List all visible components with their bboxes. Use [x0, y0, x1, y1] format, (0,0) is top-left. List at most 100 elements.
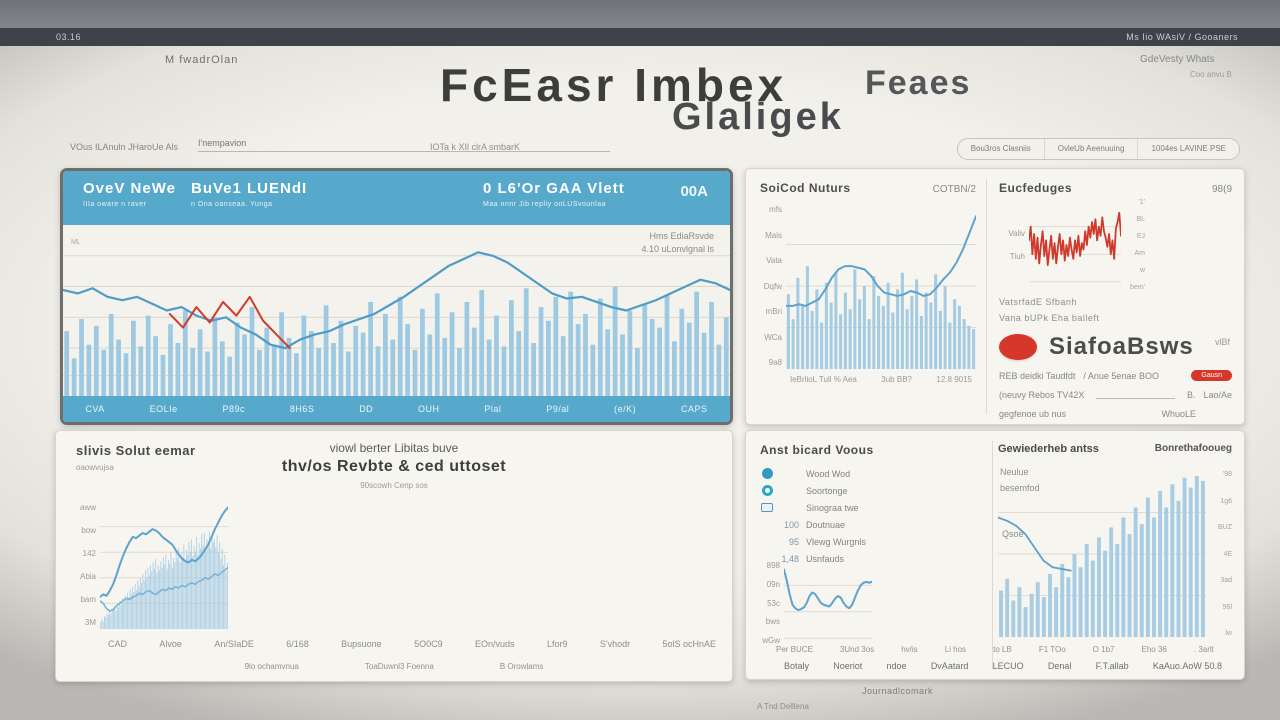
market-left-y-axis: mfs Mais Vata Dqfw mBri WCa 9a8 — [760, 203, 786, 369]
status-row2-mid: B. — [1186, 390, 1196, 400]
segment-option-3[interactable]: 1004es LAVINE PSE — [1151, 144, 1226, 153]
history-footer-item[interactable]: ToaDuwnl3 Foenna — [364, 662, 434, 671]
history-footer-item[interactable]: 9lo ochamvnua — [244, 662, 299, 671]
menubar-menu-items[interactable]: Ms Iio WAsiV / Gooaners — [1126, 32, 1238, 42]
market-right-tick: BL — [1136, 216, 1145, 223]
overview-x-label: Plal — [484, 404, 502, 414]
breakdown-right-tick: 1g6 — [1220, 497, 1232, 505]
legend-label: Soortonge — [806, 485, 848, 496]
history-y-label: aww — [79, 503, 96, 512]
history-y-label: bow — [81, 526, 96, 535]
history-x-label: Bupsuone — [341, 639, 382, 649]
overview-x-label: EOLIe — [149, 404, 178, 414]
market-note-1: VatsrfadE Sfbanh — [999, 297, 1077, 307]
market-right-y-label: Tiuh — [1009, 252, 1025, 261]
breakdown-right-tick: 3ad — [1220, 577, 1232, 584]
breakdown-panel: Anst bicard Voous Wood Wod Soortonge — [745, 430, 1245, 680]
overview-chart — [63, 225, 730, 396]
legend-item[interactable]: 1,48 Usnfauds — [760, 550, 988, 567]
breakdown-label-3: Qsoe — [1002, 529, 1024, 539]
breakdown-x-label-minor: Eho 36 — [1141, 645, 1167, 654]
status-row2-left: (neuvy Rebos TV42X — [999, 390, 1085, 400]
overview-x-label: (e/K) — [614, 404, 637, 414]
legend-value: 95 — [788, 536, 799, 547]
overview-axis-label: ML — [71, 239, 81, 246]
market-note-2: Vana bUPk Eha balleft — [999, 313, 1100, 323]
history-y-label: bam — [80, 595, 96, 604]
breakdown-x-label-major: LECUO — [992, 661, 1024, 671]
breakdown-right-tick: '98 — [1222, 471, 1232, 478]
history-x-label: CAD — [108, 639, 128, 649]
breakdown-right-tick: lw — [1225, 630, 1232, 637]
breakdown-x-label-minor: O 1b7 — [1092, 645, 1115, 654]
legend-item[interactable]: 100 Doutnuae — [760, 516, 988, 533]
overview-value-badge: 00A — [680, 183, 708, 200]
status-row3-right: WhuoLE — [1161, 409, 1196, 419]
legend-item[interactable]: 95 Vlewg Wurgnls — [760, 533, 988, 550]
overview-x-label: P89c — [222, 404, 245, 414]
breakdown-right-tick: 4E — [1223, 550, 1232, 558]
alert-pill-button[interactable]: Gausn — [1191, 370, 1232, 381]
legend-label: Wood Wod — [806, 468, 851, 479]
breakdown-left-y-label: 898 — [766, 561, 780, 570]
legend-item[interactable]: Soortonge — [760, 482, 988, 499]
legend-label: Doutnuae — [806, 519, 846, 530]
breakdown-x-axis-row2: Botaly Noeriot ndoe DvAatard LECUO Denal F.T.a… — [784, 661, 1222, 671]
breakdown-right-chart — [998, 475, 1206, 637]
market-left-x-label: IeBrlioL Tull % Aea — [790, 375, 857, 384]
overview-x-label: CVA — [85, 404, 105, 414]
segment-option-2[interactable]: OvleUb Aeenuuing — [1045, 139, 1139, 159]
history-center-line3: 90scowh Cenp sos — [360, 481, 428, 490]
search-input[interactable] — [198, 134, 610, 152]
breakdown-right-tick: BUZ — [1218, 524, 1232, 531]
overview-col3-sub: Maa nnnr Jib repliy onLUSvounlaa — [483, 201, 607, 208]
segment-option-1[interactable]: Bou3ros Clasniis — [958, 139, 1045, 159]
history-y-label: Abia — [79, 572, 96, 581]
overview-header-col-3[interactable]: 0 L6'Or GAA Vlett Maa nnnr Jib repliy on… — [483, 180, 625, 208]
history-chart — [100, 501, 228, 629]
breakdown-left-y-axis: 898 09n 53c bws wGw — [760, 559, 784, 647]
history-center-line1: viowl berter Libitas buve — [329, 441, 459, 455]
market-left-chart — [786, 203, 976, 369]
history-footer-item[interactable]: B Orowlams — [499, 662, 544, 671]
page-content: M fwadrOlan FcEasr Imbex Feaes Glaligek … — [0, 46, 1280, 720]
overview-legend-line1: Hms EdiaRsvde — [649, 231, 714, 241]
market-left-x-label: 12.8 9015 — [936, 375, 972, 384]
market-right-y-label: Valiv — [1008, 229, 1025, 238]
status-row3-left: gegfenoe ub nus — [999, 409, 1067, 419]
breakdown-x-label-minor: to LB — [993, 645, 1012, 654]
history-panel: slivis Solut eemar oaowvujsa viowl berte… — [55, 430, 733, 682]
market-right-tick: '1' — [1138, 199, 1145, 206]
overview-chart-legend: Hms EdiaRsvde 4.10 uLonvlgnal ls — [641, 230, 714, 256]
breakdown-right-tick: 96l — [1222, 603, 1232, 611]
card-icon — [760, 503, 774, 512]
breakdown-right-title: Gewiederheb antss — [998, 443, 1099, 455]
overview-header-col-1[interactable]: OveV NeWe IIIa oware n raver — [83, 180, 176, 208]
status-row2-right[interactable]: Lao/Ae — [1203, 390, 1232, 400]
legend-item[interactable]: Sinograa twe — [760, 499, 988, 516]
market-left-y-label: Dqfw — [763, 281, 782, 291]
page-title-secondary: Feaes — [865, 64, 972, 102]
market-left-y-label: Mais — [765, 230, 782, 240]
header-meta-2: Coo anvu B — [1190, 70, 1232, 79]
market-right-tick: Am — [1134, 250, 1146, 257]
overview-header-col-2[interactable]: BuVe1 LUENdI n Ona oanseaa. Yunga — [191, 180, 307, 208]
history-y-label: 142 — [82, 549, 96, 558]
bottom-note-center[interactable]: Journadlcomark — [862, 686, 934, 696]
history-title: slivis Solut eemar — [76, 443, 196, 458]
history-title-sub: oaowvujsa — [76, 463, 114, 472]
breakdown-x-label-major: Botaly — [784, 661, 810, 671]
legend-value: 100 — [783, 519, 799, 530]
breakdown-x-label-major: Noeriot — [833, 661, 863, 671]
breakdown-legend: Wood Wod Soortonge Sinograa twe 1 — [760, 465, 988, 567]
page-subtitle: Glaligek — [672, 96, 844, 138]
market-right-tick-axis: '1' BL EJ Am w bem' — [1121, 199, 1145, 291]
breakdown-left-chart — [784, 559, 872, 647]
breakdown-label-1: Neulue — [1000, 467, 1029, 477]
overview-x-label: OUH — [418, 404, 440, 414]
breakdown-left-section: Anst bicard Voous Wood Wod Soortonge — [760, 443, 988, 567]
breakdown-left-y-label: bws — [765, 617, 780, 627]
legend-item[interactable]: Wood Wod — [760, 465, 988, 482]
page-title: FcEasr Imbex — [440, 59, 788, 111]
brand-logo: M fwadrOlan — [165, 54, 239, 66]
